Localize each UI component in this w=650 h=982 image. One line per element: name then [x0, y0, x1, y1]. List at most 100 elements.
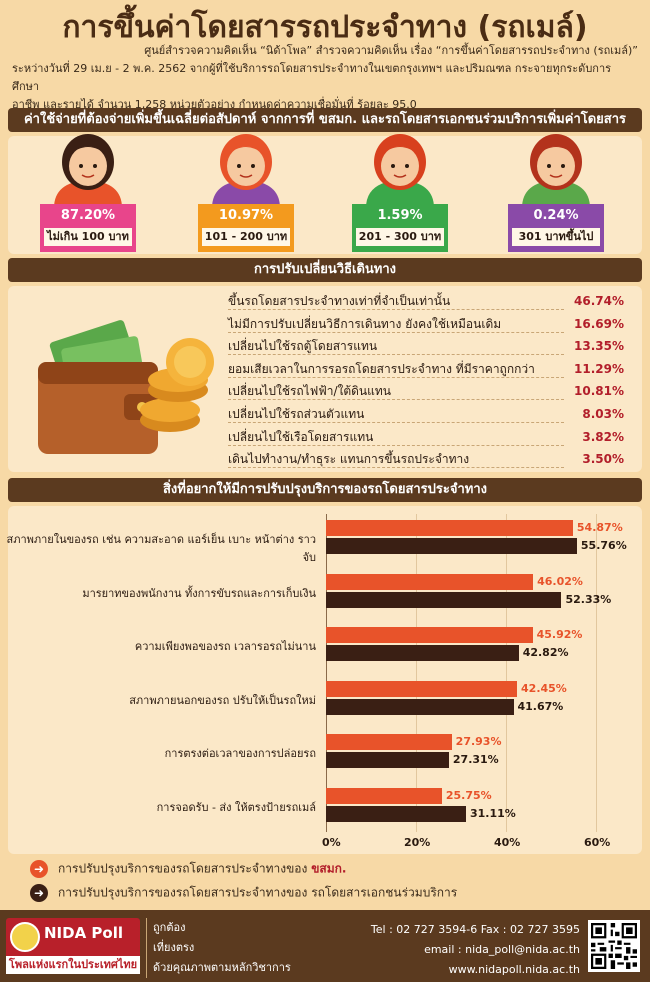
travel-change-label: เดินไปทำงาน/ทำธุระ แทนการขึ้นรถประจำทาง — [228, 452, 470, 467]
travel-change-value: 3.82% — [582, 429, 624, 444]
person-3-icon — [366, 134, 434, 208]
motto-line-1: ถูกต้อง — [153, 921, 186, 934]
spending-percent: 0.24% — [533, 208, 579, 223]
bar-series-1 — [326, 520, 573, 536]
category-label: ความเพียงพอของรถ เวลารอรถไม่นาน — [134, 640, 316, 653]
grid-line — [416, 514, 417, 832]
bar-series-1 — [326, 734, 452, 750]
category-label: สภาพภายนอกของรถ ปรับให้เป็นรถใหม่ — [129, 693, 316, 707]
x-tick-label: 0% — [322, 836, 341, 849]
intro-line-1: ศูนย์สำรวจความคิดเห็น “นิด้าโพล” สำรวจคว… — [144, 44, 638, 57]
travel-change-label: เปลี่ยนไปใช้รถส่วนตัวแทน — [228, 407, 365, 421]
bar-series-2 — [326, 645, 519, 661]
contact-web[interactable]: www.nidapoll.nida.ac.th — [448, 963, 580, 976]
section1-heading: ค่าใช้จ่ายที่ต้องจ่ายเพิ่มขึ้นเฉลี่ยต่อส… — [8, 108, 642, 132]
spending-range: 201 - 300 บาท — [356, 228, 444, 246]
bar-series-2 — [326, 538, 577, 554]
travel-change-row: เดินไปทำงาน/ทำธุระ แทนการขึ้นรถประจำทาง 3… — [228, 448, 624, 470]
travel-change-row: ขึ้นรถโดยสารประจำทางเท่าที่จำเป็นเท่านั้… — [228, 290, 624, 312]
motto-line-3: ด้วยคุณภาพตามหลักวิชาการ — [153, 961, 291, 974]
legend-item2-org: รถโดยสารเอกชนร่วมบริการ — [311, 885, 458, 900]
intro-text: ศูนย์สำรวจความคิดเห็น “นิด้าโพล” สำรวจคว… — [12, 42, 638, 114]
legend-item-private: ➜ การปรับปรุงบริการของรถโดยสารประจำทางของ… — [30, 882, 457, 903]
section3-heading: สิ่งที่อยากให้มีการปรับปรุงบริการของรถโด… — [8, 478, 642, 502]
bar-series-1 — [326, 787, 442, 804]
motto-line-2: เที่ยงตรง — [153, 941, 195, 954]
person-2-icon — [212, 134, 280, 208]
row-divider — [228, 376, 564, 378]
row-divider — [228, 467, 564, 469]
travel-change-row: เปลี่ยนไปใช้เรือโดยสารแทน 3.82% — [228, 426, 624, 448]
bar-value-label: 42.45% — [521, 681, 567, 695]
bar-value-label: 52.33% — [565, 592, 612, 606]
qr-code-icon[interactable] — [588, 920, 640, 972]
travel-change-value: 16.69% — [574, 316, 624, 331]
wallet-money-icon — [38, 320, 214, 454]
motto: ถูกต้อง เที่ยงตรง ด้วยคุณภาพตามหลักวิชาก… — [146, 918, 291, 978]
bar-value-label: 27.31% — [452, 753, 499, 766]
bar-value-label: 41.67% — [517, 699, 564, 713]
legend-item1-org: ขสมก. — [311, 861, 347, 876]
nida-seal-icon — [10, 922, 40, 952]
nida-poll-logo: NIDA Poll โพลแห่งแรกในประเทศไทย — [6, 918, 140, 974]
x-tick-label: 60% — [584, 836, 611, 849]
footer: NIDA Poll โพลแห่งแรกในประเทศไทย ถูกต้อง … — [0, 910, 650, 982]
spending-percent: 10.97% — [218, 208, 274, 223]
spending-range: ไม่เกิน 100 บาท — [44, 228, 132, 246]
row-divider — [228, 309, 564, 310]
person-4-icon — [522, 134, 590, 208]
grid-line — [596, 514, 597, 832]
row-divider — [228, 422, 564, 423]
spending-sign-4: 0.24% 301 บาทขึ้นไป — [508, 204, 604, 252]
travel-change-value: 46.74% — [574, 294, 624, 308]
spending-sign-2: 10.97% 101 - 200 บาท — [198, 204, 294, 252]
contact-email[interactable]: email : nida_poll@nida.ac.th — [424, 943, 580, 956]
bar-series-1 — [326, 627, 533, 643]
contact-info: Tel : 02 727 3594-6 Fax : 02 727 3595 em… — [371, 920, 580, 980]
bar-value-label: 55.76% — [580, 539, 627, 552]
travel-change-label: ยอมเสียเวลาในการรอรถโดยสารประจำทาง ที่มี… — [228, 361, 535, 376]
contact-tel: Tel : 02 727 3594-6 Fax : 02 727 3595 — [370, 923, 580, 936]
legend-item1-prefix: การปรับปรุงบริการของรถโดยสารประจำทางของ — [58, 861, 308, 876]
row-divider — [228, 331, 564, 333]
travel-change-value: 10.81% — [574, 384, 624, 399]
bar-value-label: 25.75% — [445, 788, 492, 802]
travel-change-row: เปลี่ยนไปใช้รถตู้โดยสารแทน 13.35% — [228, 335, 624, 357]
travel-change-label: ไม่มีการปรับเปลี่ยนวิธีการเดินทาง ยังคงใ… — [228, 316, 502, 331]
row-divider — [228, 354, 564, 356]
travel-change-row: เปลี่ยนไปใช้รถส่วนตัวแทน 8.03% — [228, 403, 624, 425]
logo-name: NIDA Poll — [44, 924, 123, 942]
x-tick-label: 40% — [494, 836, 521, 849]
x-tick-label: 20% — [404, 836, 431, 849]
bar-value-label: 54.87% — [576, 521, 623, 534]
bar-series-2 — [326, 752, 449, 768]
travel-change-label: เปลี่ยนไปใช้รถตู้โดยสารแทน — [228, 339, 378, 354]
intro-line-2: ระหว่างวันที่ 29 เม.ย - 2 พ.ค. 2562 จากผ… — [12, 62, 612, 93]
bar-series-1 — [326, 680, 518, 697]
bar-series-2 — [326, 698, 514, 715]
legend-item-bmta: ➜ การปรับปรุงบริการของรถโดยสารประจำทางของ… — [30, 858, 346, 879]
y-axis — [326, 514, 327, 832]
row-divider — [228, 399, 564, 401]
bar-value-label: 27.93% — [455, 735, 502, 748]
travel-change-value: 11.29% — [574, 361, 624, 376]
travel-change-row: ยอมเสียเวลาในการรอรถโดยสารประจำทาง ที่มี… — [228, 358, 624, 380]
arrow-right-icon: ➜ — [30, 859, 48, 878]
travel-change-label: เปลี่ยนไปใช้เรือโดยสารแทน — [228, 429, 374, 444]
category-label: สภาพภายในของรถ เช่น ความสะอาด แอร์เย็น เ… — [6, 533, 316, 564]
grid-line — [506, 514, 507, 832]
bar-value-label: 45.92% — [536, 628, 583, 641]
travel-change-value: 13.35% — [574, 339, 624, 354]
intro-line-3: อาชีพ และรายได้ จำนวน 1,258 หน่วยตัวอย่า… — [12, 98, 417, 111]
spending-sign-3: 1.59% 201 - 300 บาท — [352, 204, 448, 252]
travel-change-value: 8.03% — [582, 407, 624, 421]
travel-change-value: 3.50% — [582, 452, 624, 467]
page-title: การขึ้นค่าโดยสารรถประจำทาง (รถเมล์) — [62, 10, 588, 45]
legend-item2-prefix: การปรับปรุงบริการของรถโดยสารประจำทางของ — [58, 885, 308, 900]
spending-range: 301 บาทขึ้นไป — [512, 228, 600, 246]
bar-series-2 — [326, 805, 466, 822]
bar-value-label: 46.02% — [537, 574, 583, 588]
category-label: การตรงต่อเวลาของการปล่อยรถ — [164, 747, 316, 760]
bar-value-label: 42.82% — [522, 646, 569, 659]
bar-series-1 — [326, 573, 534, 590]
